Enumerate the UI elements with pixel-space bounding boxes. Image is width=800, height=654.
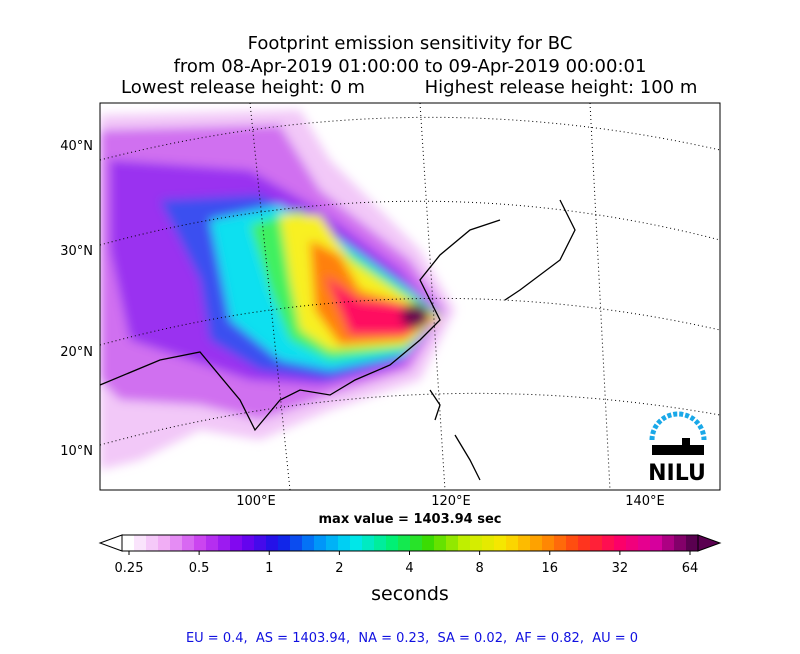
colorbar-segment: [194, 535, 207, 551]
title-line: from 08-Apr-2019 01:00:00 to 09-Apr-2019…: [174, 56, 647, 77]
graticule: [100, 103, 720, 490]
colorbar-segment: [302, 535, 315, 551]
title-line: Footprint emission sensitivity for BC: [248, 33, 573, 54]
colorbar-extend-low: [98, 534, 123, 552]
colorbar-segment: [446, 535, 459, 551]
colorbar-segment: [470, 535, 483, 551]
colorbar-segment: [386, 535, 399, 551]
colorbar-segment: [326, 535, 339, 551]
colorbar-label: seconds: [371, 583, 449, 605]
colorbar-segment: [614, 535, 627, 551]
colorbar-segment: [578, 535, 591, 551]
lon-label: 140°E: [625, 494, 665, 509]
colorbar-segment: [398, 535, 411, 551]
colorbar-segment: [494, 535, 507, 551]
colorbar: 0.25 0.5 1 2 4 8 16 32 64: [98, 534, 722, 576]
colorbar-segment: [242, 535, 255, 551]
colorbar-segment: [506, 535, 519, 551]
colorbar-tick-label: 2: [335, 561, 343, 576]
lat-label: 20°N: [60, 345, 93, 360]
sensitivity-field: [100, 110, 455, 470]
colorbar-segment: [482, 535, 495, 551]
colorbar-segment: [662, 535, 675, 551]
colorbar-segment: [686, 535, 699, 551]
colorbar-segment: [122, 535, 135, 551]
max-value: max value = 1403.94 sec: [319, 512, 502, 527]
colorbar-segment: [626, 535, 639, 551]
colorbar-segment: [350, 535, 363, 551]
colorbar-segment: [158, 535, 171, 551]
colorbar-tick-label: 1: [265, 561, 273, 576]
colorbar-segment: [602, 535, 615, 551]
colorbar-segment: [410, 535, 423, 551]
colorbar-tick-label: 0.5: [189, 561, 210, 576]
lat-label: 40°N: [60, 139, 93, 154]
colorbar-tick-label: 4: [405, 561, 413, 576]
lon-labels: 100°E 120°E 140°E: [236, 494, 665, 509]
colorbar-segment: [566, 535, 579, 551]
lat-labels: 40°N 30°N 20°N 10°N: [60, 139, 93, 459]
lat-label: 30°N: [60, 244, 93, 259]
footer: EU = 0.4, AS = 1403.94, NA = 0.23, SA = …: [186, 631, 638, 646]
colorbar-segment: [218, 535, 231, 551]
colorbar-segment: [278, 535, 291, 551]
colorbar-segment: [170, 535, 183, 551]
colorbar-segment: [518, 535, 531, 551]
map-area: NILU: [100, 103, 720, 490]
colorbar-segment: [338, 535, 351, 551]
colorbar-segment: [434, 535, 447, 551]
colorbar-segment: [146, 535, 159, 551]
nilu-logo: NILU: [648, 411, 707, 486]
map-frame: [99, 102, 721, 491]
colorbar-segment: [554, 535, 567, 551]
logo-text: NILU: [648, 461, 706, 486]
colorbar-segment: [290, 535, 303, 551]
colorbar-tick-label: 64: [682, 561, 699, 576]
colorbar-segment: [182, 535, 195, 551]
title-line: Highest release height: 100 m: [425, 77, 698, 98]
colorbar-tick-label: 8: [475, 561, 483, 576]
colorbar-segment: [530, 535, 543, 551]
colorbar-segment: [674, 535, 687, 551]
colorbar-segment: [206, 535, 219, 551]
title-line: Lowest release height: 0 m: [121, 77, 365, 98]
lon-label: 120°E: [431, 494, 471, 509]
colorbar-segment: [542, 535, 555, 551]
colorbar-segment: [650, 535, 663, 551]
colorbar-segment: [422, 535, 435, 551]
colorbar-tick-label: 32: [612, 561, 629, 576]
colorbar-segment: [458, 535, 471, 551]
colorbar-segment: [230, 535, 243, 551]
colorbar-segment: [254, 535, 267, 551]
colorbar-segment: [314, 535, 327, 551]
colorbar-segment: [266, 535, 279, 551]
colorbar-segment: [134, 535, 147, 551]
colorbar-extend-high: [697, 534, 722, 552]
colorbar-segment: [638, 535, 651, 551]
coastlines: [100, 199, 576, 481]
colorbar-tick-label: 0.25: [115, 561, 144, 576]
lon-label: 100°E: [236, 494, 276, 509]
colorbar-segment: [374, 535, 387, 551]
colorbar-segment: [590, 535, 603, 551]
lat-label: 10°N: [60, 444, 93, 459]
colorbar-tick-label: 16: [541, 561, 558, 576]
colorbar-segment: [362, 535, 375, 551]
